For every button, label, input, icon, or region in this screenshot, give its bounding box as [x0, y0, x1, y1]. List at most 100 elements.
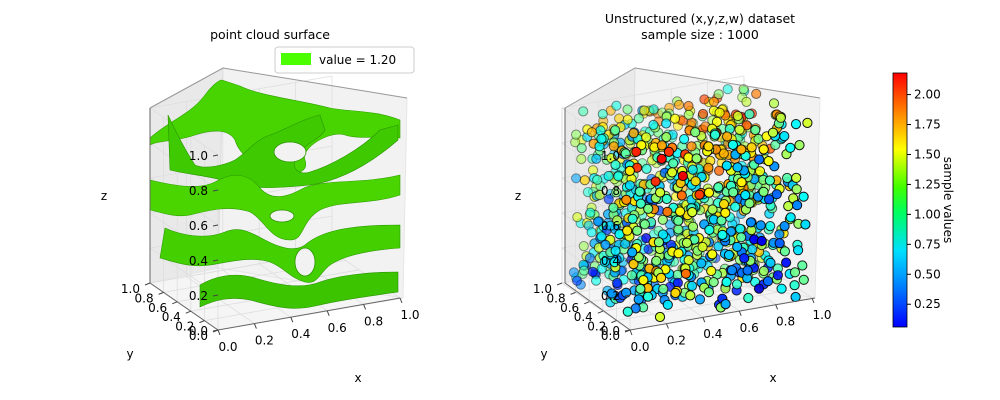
- left-xtick-mark: [326, 310, 330, 316]
- left-box-edges: [149, 67, 408, 109]
- scatter-point: [744, 109, 755, 120]
- scatter-point: [723, 249, 735, 261]
- right-ztick-label: 0.4: [601, 254, 620, 268]
- left-xtick-label: 0.8: [364, 314, 383, 328]
- scatter-point: [610, 245, 621, 256]
- scatter-point: [683, 109, 694, 120]
- scatter-point: [722, 84, 733, 95]
- scatter-point: [673, 224, 684, 235]
- scatter-point: [718, 148, 729, 159]
- scatter-point: [802, 117, 813, 129]
- left-xtick-label: 0.4: [291, 327, 310, 341]
- colorbar-tick-label: 1.25: [914, 177, 941, 191]
- left-ztick-label: 0.6: [189, 219, 208, 233]
- scatter-point: [703, 287, 715, 298]
- right-ytick-mark: [611, 320, 617, 324]
- scatter-point: [732, 162, 743, 173]
- scatter-point: [732, 110, 743, 122]
- scatter-point: [642, 291, 654, 302]
- scatter-point: [714, 107, 725, 118]
- scatter-point: [634, 186, 645, 197]
- scatter-point: [608, 202, 619, 213]
- scatter-point: [710, 129, 721, 140]
- scatter-point: [620, 148, 631, 159]
- scatter-point: [727, 139, 739, 150]
- scatter-point: [686, 280, 698, 292]
- right-ytick-label: 0.8: [547, 291, 566, 305]
- scatter-point: [639, 105, 650, 116]
- scatter-point: [638, 275, 649, 286]
- scatter-point: [592, 174, 603, 185]
- scatter-point: [743, 292, 754, 304]
- scatter-point: [690, 127, 701, 138]
- scatter-point: [732, 241, 743, 252]
- left-xtick-label: 1.0: [400, 308, 419, 322]
- scatter-point: [656, 272, 667, 283]
- scatter-point: [596, 231, 607, 242]
- right-ytick-mark: [556, 282, 563, 286]
- scatter-point: [687, 164, 698, 175]
- scatter-point: [736, 144, 747, 155]
- right-xtick-mark: [702, 317, 706, 323]
- scatter-point: [661, 118, 672, 129]
- scatter-point: [708, 277, 719, 288]
- scatter-point: [594, 189, 605, 201]
- right-chart: Unstructured (x,y,z,w) dataset sample si…: [515, 11, 955, 385]
- left-xtick-label: 0.6: [328, 321, 347, 335]
- left-box-front: [149, 108, 401, 331]
- scatter-point: [586, 227, 597, 238]
- scatter-point: [694, 189, 705, 200]
- scatter-point: [667, 167, 678, 178]
- scatter-point: [680, 268, 692, 279]
- scatter-point: [776, 283, 787, 294]
- scatter-point: [626, 270, 637, 281]
- scatter-point: [578, 106, 589, 117]
- colorbar-gradient: [892, 72, 908, 328]
- right-zlabel: z: [515, 189, 521, 203]
- surface-hole-2: [269, 209, 295, 223]
- scatter-point: [721, 276, 732, 288]
- scatter-point: [789, 280, 800, 291]
- left-ytick-label: 0.0: [189, 329, 208, 343]
- right-ztick-mark: [624, 154, 631, 157]
- right-ytick-label: 1.0: [533, 282, 552, 296]
- right-ztick-label: 1.0: [601, 149, 620, 163]
- scatter-point: [661, 132, 672, 143]
- right-ztick-label: 0.8: [601, 184, 620, 198]
- scatter-point: [762, 276, 774, 287]
- scatter-point: [699, 94, 710, 105]
- right-ytick-mark: [584, 301, 590, 305]
- scatter-point: [641, 163, 652, 174]
- left-ztick-mark: [212, 259, 219, 262]
- scatter-point: [643, 203, 654, 214]
- scatter-point: [648, 119, 659, 131]
- scatter-point: [734, 124, 745, 135]
- scatter-point: [628, 128, 639, 139]
- scatter-point: [657, 229, 669, 240]
- scatter-point: [746, 142, 757, 153]
- left-ztick-mark: [212, 154, 219, 157]
- scatter-point: [714, 165, 725, 176]
- left-xtick-mark: [253, 323, 257, 329]
- scatter-point: [593, 216, 604, 227]
- scatter-point: [792, 200, 803, 211]
- left-ylabel: y: [126, 347, 133, 361]
- scatter-point: [683, 100, 694, 112]
- scatter-point: [675, 206, 686, 217]
- left-ztick-mark: [212, 294, 219, 297]
- scatter-point: [670, 287, 681, 299]
- scatter-point: [754, 154, 765, 165]
- left-chart-title: point cloud surface: [210, 27, 330, 42]
- left-ytick-label: 0.2: [175, 320, 194, 334]
- scatter-point: [779, 131, 790, 142]
- scatter-point: [673, 248, 684, 259]
- surface-sheet-lower: [159, 224, 401, 283]
- scatter-point: [600, 239, 611, 250]
- scatter-point: [720, 299, 731, 310]
- scatter-point: [706, 265, 717, 277]
- scatter-point: [673, 99, 685, 110]
- scatter-point: [586, 127, 598, 138]
- scatter-point: [578, 241, 589, 252]
- right-axis-ticks: 0.00.00.00.20.20.20.40.40.40.60.60.60.80…: [533, 149, 832, 354]
- scatter-point: [741, 96, 752, 108]
